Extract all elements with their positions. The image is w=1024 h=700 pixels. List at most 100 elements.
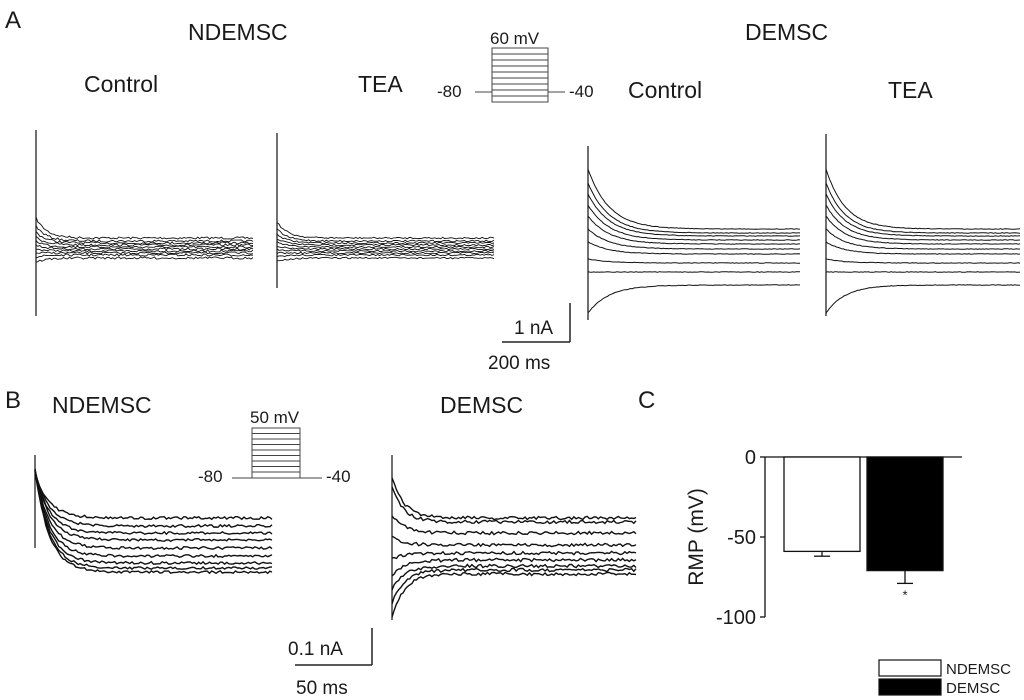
current-trace (391, 557, 637, 577)
significance-marker: * (902, 587, 907, 602)
current-trace (391, 567, 637, 605)
panel-a-label-demsc-control: Control (628, 77, 702, 103)
panel-a-label-demsc-tea: TEA (888, 77, 933, 103)
current-trace (35, 251, 254, 255)
current-trace (277, 256, 495, 262)
current-trace (276, 222, 495, 240)
panel-a-protocol-step-label: 60 mV (490, 29, 540, 48)
current-trace (35, 248, 254, 253)
current-trace (825, 193, 1021, 237)
y-tick-label: -100 (716, 607, 756, 629)
current-trace (587, 258, 800, 264)
current-trace (34, 470, 273, 575)
current-trace (34, 471, 273, 529)
current-trace (825, 168, 1021, 230)
current-trace (825, 228, 1021, 250)
panel-c-letter: C (638, 387, 655, 414)
current-trace (391, 571, 637, 618)
panel-a-scalebar-current-label: 1 nA (514, 318, 553, 339)
panel-a-scalebar-time-label: 200 ms (488, 353, 550, 374)
legend-label-ndemsc: NDEMSC (946, 661, 1011, 678)
current-trace (276, 241, 495, 249)
rmp-bar-chart: 0 -50 -100 RMP (mV) * NDEMSC DEMSC (685, 447, 1011, 697)
current-trace (276, 251, 495, 255)
current-trace (587, 193, 801, 237)
current-trace (587, 169, 801, 230)
current-trace (35, 244, 254, 251)
panel-a-label-ndemsc-control: Control (84, 71, 158, 97)
current-trace (391, 486, 637, 525)
current-trace (276, 253, 495, 258)
panel-b-letter: B (5, 387, 21, 414)
panel-a-traces-ndemsc-control (35, 130, 254, 316)
current-trace (276, 248, 495, 253)
current-trace (825, 284, 1021, 314)
current-trace (587, 215, 801, 245)
chart-legend: NDEMSC DEMSC (878, 659, 1011, 697)
current-trace (276, 238, 495, 247)
current-trace (825, 215, 1021, 245)
current-trace (34, 473, 273, 521)
bar-ndemsc (783, 456, 861, 553)
current-trace (276, 233, 495, 245)
current-trace (35, 256, 254, 263)
legend-swatch-ndemsc (878, 659, 942, 677)
panel-a-protocol-post-label: -40 (569, 82, 594, 101)
current-trace (587, 182, 800, 234)
panel-a-scalebar (502, 303, 571, 343)
current-trace (34, 470, 273, 536)
panel-b-protocol-step-label: 50 mV (250, 408, 300, 427)
panel-b-scalebar-time-label: 50 ms (296, 678, 348, 699)
current-trace (34, 469, 273, 543)
panel-a-title-demsc: DEMSC (745, 19, 828, 45)
current-trace (34, 469, 273, 551)
panel-b-protocol-post-label: -40 (326, 467, 351, 486)
current-trace (34, 468, 272, 571)
panel-b-protocol-hold-label: -80 (198, 467, 223, 486)
current-trace (391, 535, 637, 548)
panel-b-title-demsc: DEMSC (440, 392, 523, 418)
panel-a-letter: A (5, 7, 21, 34)
current-trace (276, 246, 495, 251)
panel-b-scalebar-current-label: 0.1 nA (288, 639, 343, 660)
panel-b-title-ndemsc: NDEMSC (52, 392, 152, 418)
current-trace (35, 216, 254, 240)
panel-a-traces-demsc-tea (825, 134, 1021, 316)
current-trace (35, 240, 254, 249)
current-trace (825, 258, 1021, 264)
current-trace (587, 271, 801, 273)
panel-b-voltage-protocol (232, 427, 322, 479)
current-trace (391, 563, 637, 591)
current-trace (587, 284, 801, 314)
panel-b-scalebar (295, 628, 373, 666)
current-trace (391, 477, 637, 521)
legend-swatch-demsc (878, 678, 942, 696)
current-trace (35, 231, 254, 245)
current-trace (35, 235, 253, 247)
y-axis-label: RMP (mV) (685, 488, 708, 586)
current-trace (825, 204, 1021, 241)
current-trace (587, 205, 801, 241)
panel-a-label-ndemsc-tea: TEA (358, 71, 403, 97)
panel-a-protocol-hold-label: -80 (437, 82, 462, 101)
current-trace (34, 469, 273, 566)
panel-a-traces-ndemsc-tea (276, 133, 495, 288)
current-trace (825, 271, 1021, 273)
y-tick-label: -50 (727, 527, 756, 549)
current-trace (391, 515, 637, 536)
current-trace (276, 228, 495, 243)
current-trace (34, 471, 273, 559)
current-trace (391, 550, 637, 560)
panel-b-traces-demsc (391, 455, 637, 620)
panel-a-traces-demsc-control (587, 146, 801, 320)
current-trace (587, 241, 801, 255)
current-trace (825, 241, 1021, 255)
legend-label-demsc: DEMSC (946, 680, 1000, 697)
current-trace (825, 182, 1021, 234)
panel-b-traces-ndemsc (34, 455, 273, 575)
panel-a-title-ndemsc: NDEMSC (188, 19, 288, 45)
y-tick-label: 0 (745, 447, 756, 469)
bar-demsc (866, 456, 944, 572)
panel-a-voltage-protocol (475, 47, 565, 103)
